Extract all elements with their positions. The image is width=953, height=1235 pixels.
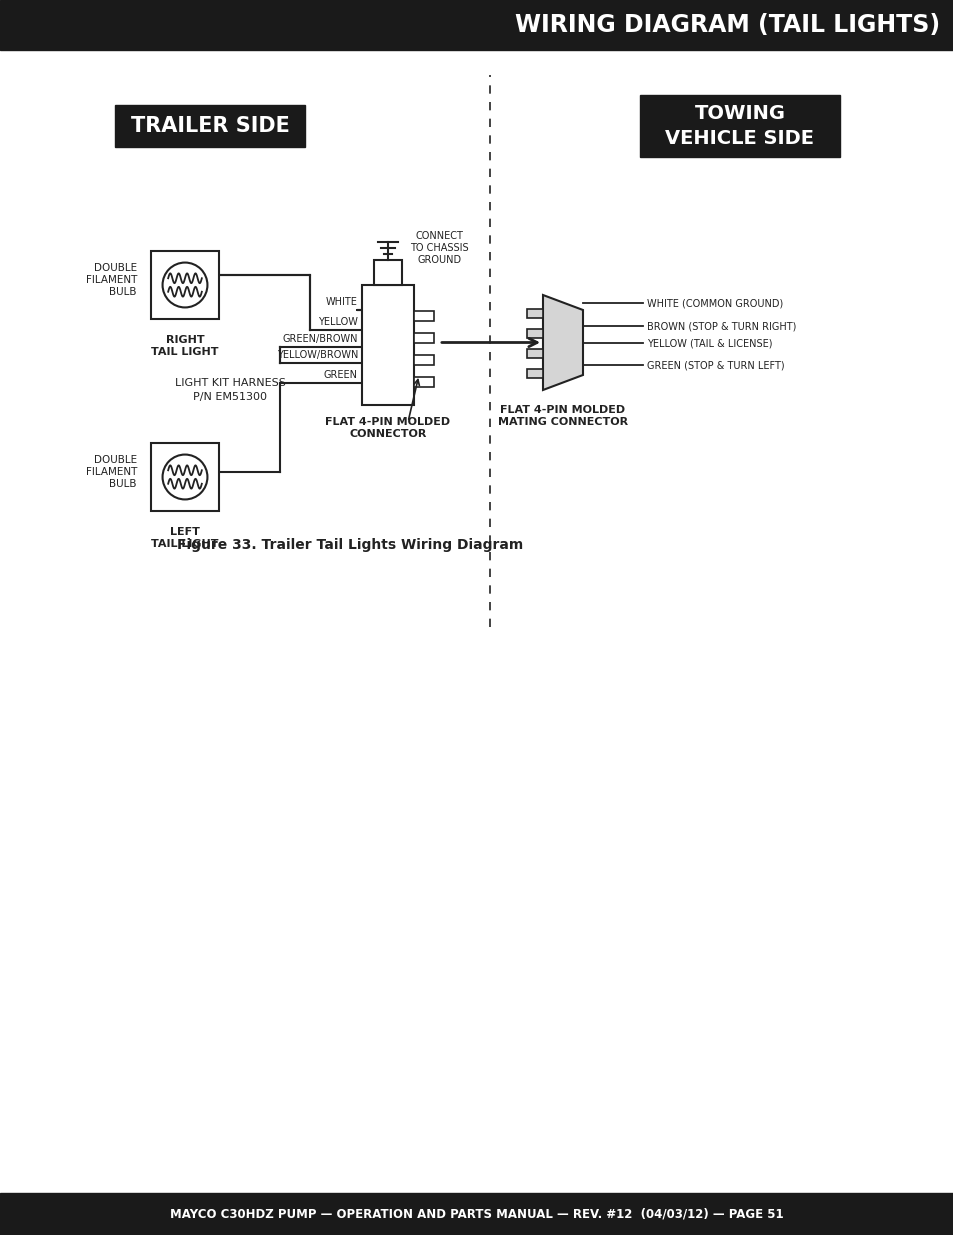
Bar [414, 377, 434, 387]
Bar [414, 354, 434, 366]
Polygon shape [542, 295, 582, 390]
Bar [414, 333, 434, 343]
Text: GREEN/BROWN: GREEN/BROWN [282, 333, 357, 345]
Text: DOUBLE
FILAMENT
BULB: DOUBLE FILAMENT BULB [86, 263, 137, 298]
Bar [361, 285, 414, 405]
Text: GREEN (STOP & TURN LEFT): GREEN (STOP & TURN LEFT) [646, 359, 783, 370]
Bar [526, 309, 542, 317]
Text: FLAT 4-PIN MOLDED
MATING CONNECTOR: FLAT 4-PIN MOLDED MATING CONNECTOR [497, 405, 627, 426]
Text: BROWN (STOP & TURN RIGHT): BROWN (STOP & TURN RIGHT) [646, 321, 796, 331]
Bar [115, 105, 305, 147]
Bar [0, 1193, 953, 1235]
Text: TRAILER SIDE: TRAILER SIDE [131, 116, 289, 136]
Text: RIGHT
TAIL LIGHT: RIGHT TAIL LIGHT [152, 335, 218, 357]
Text: DOUBLE
FILAMENT
BULB: DOUBLE FILAMENT BULB [86, 454, 137, 489]
Text: CONNECT
TO CHASSIS
GROUND: CONNECT TO CHASSIS GROUND [410, 231, 468, 266]
Bar [0, 0, 953, 49]
Text: LEFT
TAIL LIGHT: LEFT TAIL LIGHT [152, 527, 218, 548]
Text: YELLOW: YELLOW [317, 317, 357, 327]
Text: Figure 33. Trailer Tail Lights Wiring Diagram: Figure 33. Trailer Tail Lights Wiring Di… [176, 538, 522, 552]
Text: TOWING
VEHICLE SIDE: TOWING VEHICLE SIDE [665, 104, 814, 148]
Circle shape [162, 454, 207, 499]
Text: WHITE (COMMON GROUND): WHITE (COMMON GROUND) [646, 298, 782, 308]
Text: FLAT 4-PIN MOLDED
CONNECTOR: FLAT 4-PIN MOLDED CONNECTOR [325, 417, 450, 438]
Text: WHITE: WHITE [326, 296, 357, 308]
Text: MAYCO C30HDZ PUMP — OPERATION AND PARTS MANUAL — REV. #12  (04/03/12) — PAGE 51: MAYCO C30HDZ PUMP — OPERATION AND PARTS … [170, 1208, 783, 1220]
Bar [639, 95, 840, 157]
Text: LIGHT KIT HARNESS
P/N EM51300: LIGHT KIT HARNESS P/N EM51300 [174, 378, 285, 401]
Bar [414, 311, 434, 321]
Text: WIRING DIAGRAM (TAIL LIGHTS): WIRING DIAGRAM (TAIL LIGHTS) [515, 14, 939, 37]
Text: YELLOW/BROWN: YELLOW/BROWN [276, 350, 357, 359]
Bar [526, 350, 542, 358]
Text: YELLOW (TAIL & LICENSE): YELLOW (TAIL & LICENSE) [646, 338, 772, 348]
Bar [526, 329, 542, 338]
Text: GREEN: GREEN [324, 370, 357, 380]
Bar [151, 251, 219, 319]
Bar [374, 261, 401, 285]
Bar [526, 369, 542, 378]
Bar [151, 443, 219, 511]
Circle shape [162, 263, 207, 308]
